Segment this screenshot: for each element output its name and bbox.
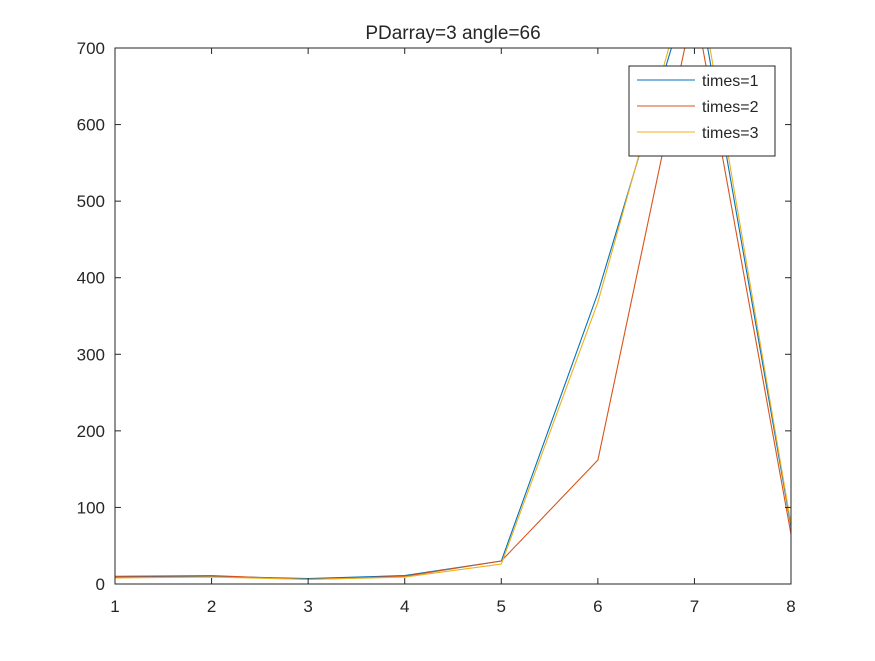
y-axis: 0 100 200 300 400 500 600 700 xyxy=(77,39,791,594)
x-axis: 1 2 3 4 5 6 7 8 xyxy=(110,48,796,616)
y-tick-label: 100 xyxy=(77,498,105,517)
x-tick-label: 8 xyxy=(786,597,795,616)
y-tick-label: 600 xyxy=(77,116,105,135)
y-tick-label: 300 xyxy=(77,345,105,364)
x-tick-label: 3 xyxy=(303,597,312,616)
legend-label: times=3 xyxy=(702,125,759,142)
chart-title: PDarray=3 angle=66 xyxy=(365,23,540,44)
y-tick-label: 700 xyxy=(77,39,105,58)
x-tick-label: 5 xyxy=(497,597,506,616)
x-tick-label: 7 xyxy=(690,597,699,616)
x-tick-label: 2 xyxy=(207,597,216,616)
y-tick-label: 200 xyxy=(77,422,105,441)
series-line-times=3 xyxy=(115,48,791,580)
y-tick-label: 400 xyxy=(77,269,105,288)
x-tick-label: 6 xyxy=(593,597,602,616)
legend-label: times=2 xyxy=(702,99,759,116)
legend-label: times=1 xyxy=(702,73,759,90)
y-tick-label: 0 xyxy=(96,575,105,594)
x-tick-label: 1 xyxy=(110,597,119,616)
legend-box xyxy=(628,65,776,157)
legend: times=1 times=2 times=3 xyxy=(628,65,776,157)
x-tick-label: 4 xyxy=(400,597,409,616)
axes-box xyxy=(114,47,792,585)
y-tick-label: 500 xyxy=(77,192,105,211)
